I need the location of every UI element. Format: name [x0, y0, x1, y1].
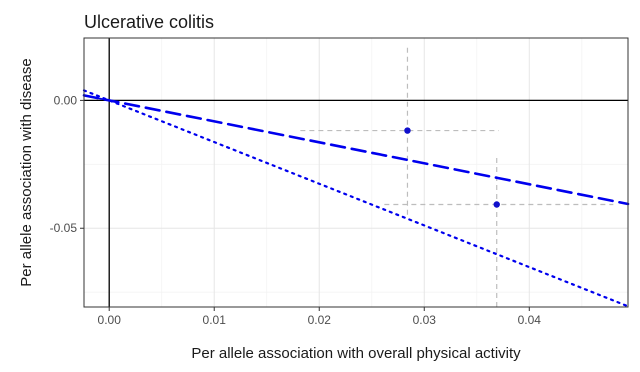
x-tick-label: 0.03: [413, 313, 437, 327]
x-axis: 0.00 0.01 0.02 0.03 0.04: [98, 307, 542, 327]
fit-line-dotted: [82, 89, 630, 308]
x-tick-label: 0.01: [203, 313, 227, 327]
y-tick-label: -0.05: [50, 221, 78, 235]
fit-line-dashdot: [83, 94, 111, 102]
chart-title: Ulcerative colitis: [84, 12, 214, 32]
grid: [84, 38, 628, 307]
y-axis-label: Per allele association with disease: [18, 58, 35, 286]
y-axis: 0.00 -0.05: [50, 93, 84, 235]
data-points: [404, 127, 500, 208]
data-point-1: [404, 127, 411, 134]
x-tick-label: 0.00: [98, 313, 122, 327]
data-point-2: [493, 201, 500, 208]
x-tick-label: 0.02: [308, 313, 332, 327]
x-axis-label: Per allele association with overall phys…: [191, 345, 521, 362]
fit-line-dashed: [82, 94, 630, 206]
zero-lines: [84, 38, 628, 307]
fit-lines: [82, 89, 630, 308]
y-tick-label: 0.00: [54, 93, 78, 107]
error-bars: [300, 46, 614, 307]
x-tick-label: 0.04: [518, 313, 542, 327]
panel-border: [83, 37, 629, 308]
